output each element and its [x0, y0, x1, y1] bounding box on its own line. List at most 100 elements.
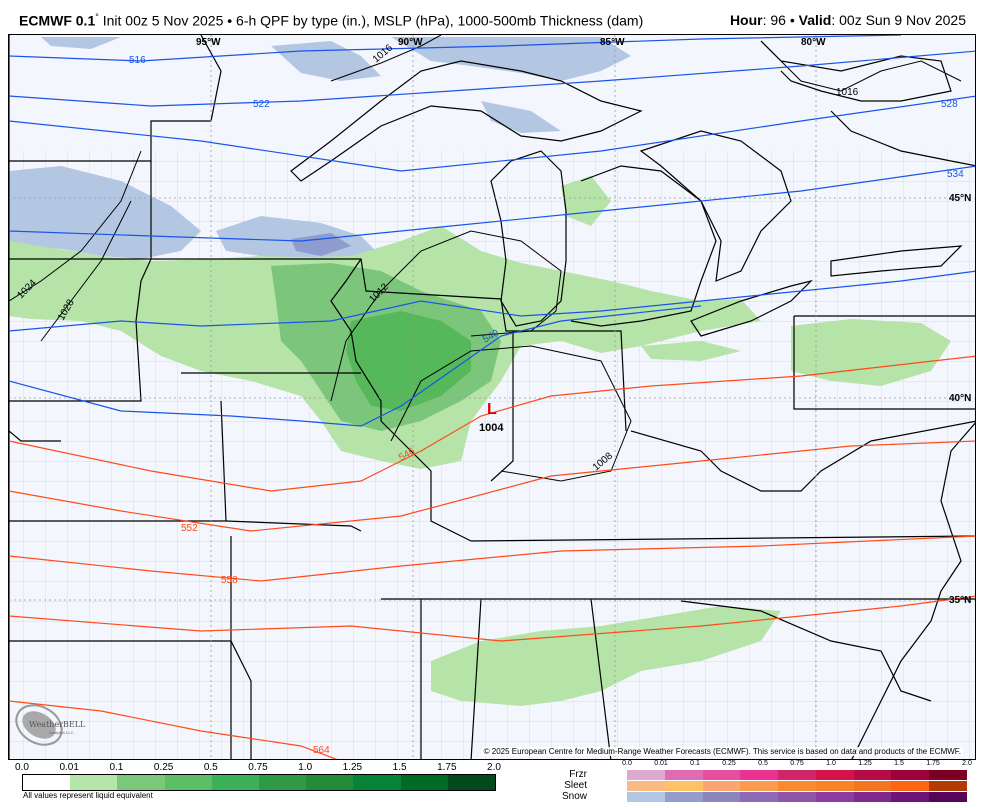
precip-tick-label: 2.0 [487, 762, 501, 773]
ptype-color-swatch [929, 792, 968, 802]
ptype-color-swatch [740, 781, 779, 791]
ptype-color-bar [627, 792, 968, 802]
ptype-name: Sleet [564, 780, 587, 791]
graticule [9, 35, 975, 759]
valid-label: Valid [798, 12, 832, 28]
lat-label: 40°N [949, 393, 971, 404]
map-header: ECMWF 0.1° Init 00z 5 Nov 2025 • 6-h QPF… [0, 0, 984, 34]
precip-tick-label: 1.25 [342, 762, 363, 773]
svg-text:WeatherBELL: WeatherBELL [29, 720, 86, 729]
ptype-color-swatch [853, 770, 892, 780]
ptype-color-swatch [702, 770, 741, 780]
lon-label: 90°W [398, 37, 423, 48]
snow-moderate-area [291, 233, 351, 256]
precip-tick-label: 0.0 [15, 762, 29, 773]
longitude-labels: 95°W 90°W 85°W 80°W [196, 37, 826, 48]
ptype-color-swatch [815, 781, 854, 791]
ptype-color-bar [627, 781, 968, 791]
thickness-label: 558 [221, 575, 238, 586]
ptype-name: Snow [561, 791, 587, 802]
ptype-row-snow: Snow [555, 791, 984, 803]
ptype-color-swatch [778, 781, 816, 791]
thickness-label: 516 [129, 55, 146, 66]
ptype-tick-label: 0.1 [690, 760, 700, 767]
ptype-color-swatch [929, 770, 968, 780]
low-pressure-symbol: L [487, 401, 497, 418]
ptype-tick-label: 2.0 [962, 760, 972, 767]
ptype-color-swatch [740, 770, 779, 780]
ptype-color-swatch [664, 781, 703, 791]
precip-color-swatch [211, 775, 260, 790]
ptype-legend-ticks: 0.0 0.01 0.1 0.25 0.5 0.75 1.0 1.25 1.5 1.75 2.0 [555, 760, 984, 770]
thickness-label: 564 [313, 745, 330, 756]
precip-color-swatch [259, 775, 307, 790]
ptype-legend: 0.0 0.01 0.1 0.25 0.5 0.75 1.0 1.25 1.5 1.75 2.0 F… [555, 760, 984, 808]
precip-color-swatch [164, 775, 212, 790]
isobar-label: 1016 [836, 87, 859, 98]
precip-legend: 0.0 0.01 0.1 0.25 0.5 0.75 1.0 1.25 1.5 1.75 2.0 A… [10, 760, 501, 808]
latitude-labels: 45°N 40°N 35°N [949, 193, 971, 606]
svg-text:Analytics LLC: Analytics LLC [49, 730, 74, 735]
degree-mark: ° [95, 12, 99, 22]
precip-legend-ticks: 0.0 0.01 0.1 0.25 0.5 0.75 1.0 1.25 1.5 1.75 2.0 [10, 762, 501, 774]
ptype-color-swatch [815, 792, 854, 802]
valid-time: Hour: 96 • Valid: 00z Sun 9 Nov 2025 [730, 12, 966, 28]
ptype-tick-label: 1.75 [926, 760, 940, 767]
precip-tick-label: 1.75 [437, 762, 457, 773]
lat-label: 35°N [949, 595, 971, 606]
ptype-tick-label: 1.25 [858, 760, 872, 767]
ptype-tick-label: 0.01 [654, 760, 668, 767]
thickness-cold-lines [9, 35, 975, 427]
copyright-notice: © 2025 European Centre for Medium-Range … [481, 747, 963, 756]
ptype-color-swatch [627, 781, 665, 791]
precip-color-swatch [447, 775, 496, 790]
ptype-color-swatch [664, 770, 703, 780]
ptype-color-swatch [664, 792, 703, 802]
ptype-tick-label: 0.25 [722, 760, 736, 767]
precip-color-swatch [70, 775, 118, 790]
weather-map[interactable]: 95°W 90°W 85°W 80°W 45°N 40°N 35°N 1016 … [8, 34, 976, 760]
ptype-color-swatch [702, 792, 741, 802]
ptype-tick-label: 1.0 [826, 760, 836, 767]
ptype-color-swatch [853, 792, 892, 802]
ptype-tick-label: 0.0 [622, 760, 632, 767]
ptype-color-swatch [778, 770, 816, 780]
thickness-labels: 516 522 528 534 540 546 552 558 564 [129, 55, 964, 756]
ptype-color-swatch [702, 781, 741, 791]
ptype-tick-label: 0.5 [758, 760, 768, 767]
thickness-label: 552 [181, 523, 198, 534]
hour-value: : 96 • [762, 12, 799, 28]
precip-tick-label: 0.25 [153, 762, 174, 773]
precip-tick-label: 0.75 [248, 762, 268, 773]
precip-tick-label: 0.1 [109, 762, 124, 773]
ptype-color-swatch [778, 792, 816, 802]
thickness-label: 528 [941, 99, 958, 110]
ptype-color-bar [627, 770, 968, 780]
ptype-color-swatch [627, 792, 665, 802]
thickness-label: 534 [947, 169, 964, 180]
valid-value: : 00z Sun 9 Nov 2025 [831, 12, 966, 28]
ptype-color-swatch [853, 781, 892, 791]
weatherbell-logo: WeatherBELL Analytics LLC [15, 704, 86, 746]
rain-heavy-areas [346, 311, 471, 411]
precip-color-swatch [117, 775, 165, 790]
precip-tick-label: 1.0 [298, 762, 313, 773]
ptype-color-swatch [815, 770, 854, 780]
ptype-color-swatch [627, 770, 665, 780]
ptype-color-swatch [891, 770, 930, 780]
precip-color-swatch [400, 775, 448, 790]
lat-label: 45°N [949, 193, 971, 204]
product-description: Init 00z 5 Nov 2025 • 6-h QPF by type (i… [98, 12, 644, 29]
precip-tick-label: 1.5 [392, 762, 407, 773]
precip-color-bar [22, 774, 496, 791]
ptype-row-frzr: Frzr [555, 769, 984, 781]
precip-tick-label: 0.5 [203, 762, 218, 773]
ptype-name: Frzr [569, 769, 587, 780]
legend-note: All values represent liquid equivalent [23, 791, 153, 800]
thickness-warm-lines [9, 355, 975, 759]
precip-color-swatch [353, 775, 401, 790]
ptype-color-swatch [929, 781, 968, 791]
map-canvas: 95°W 90°W 85°W 80°W 45°N 40°N 35°N 1016 … [9, 35, 975, 759]
thickness-label: 522 [253, 99, 270, 110]
ptype-color-swatch [891, 792, 930, 802]
